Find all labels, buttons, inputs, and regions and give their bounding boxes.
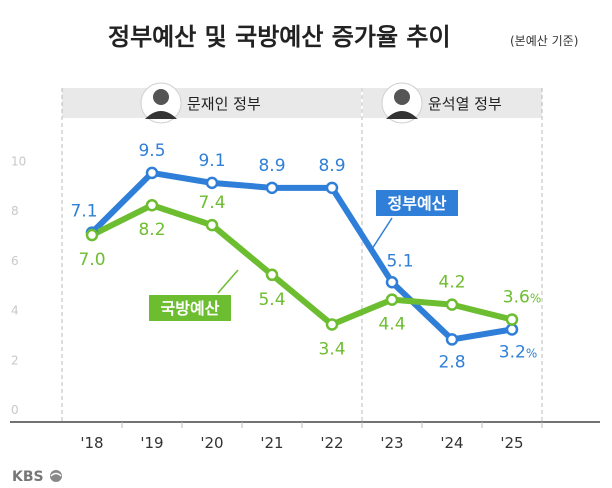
data-label: 4.2 — [438, 273, 465, 293]
y-tick-label: 4 — [11, 304, 19, 318]
x-tick-label: '24 — [440, 434, 463, 452]
data-label: 9.1 — [198, 151, 225, 171]
data-label: 9.5 — [138, 141, 165, 161]
x-tick-label: '21 — [260, 434, 283, 452]
portrait-yoon — [381, 82, 423, 124]
x-tick-label: '25 — [500, 434, 523, 452]
data-label: 7.0 — [78, 250, 105, 270]
data-point — [205, 176, 219, 190]
data-point — [385, 276, 399, 289]
data-point — [265, 181, 279, 195]
data-label: 3.6% — [503, 288, 541, 308]
data-point — [505, 313, 519, 326]
data-point — [385, 293, 399, 306]
y-tick-label: 8 — [11, 204, 19, 218]
period-label-moon: 문재인 정부 — [187, 95, 261, 113]
legend-pointer-def — [217, 269, 239, 294]
data-point — [265, 268, 279, 282]
data-label: 8.9 — [318, 156, 345, 176]
legend-def-box — [149, 295, 231, 321]
x-tick-label: '20 — [200, 434, 223, 452]
legend-gov-label: 정부예산 — [388, 194, 447, 213]
series-line-gov — [89, 169, 515, 343]
legend-def-label: 국방예산 — [161, 299, 220, 318]
data-label: 8.9 — [258, 156, 285, 176]
period-label-yoon: 윤석열 정부 — [428, 95, 502, 113]
data-label: 5.4 — [258, 290, 285, 310]
data-label: 7.1 — [70, 202, 97, 222]
data-point — [445, 298, 459, 311]
chart-subtitle: (본예산 기준) — [510, 34, 578, 48]
x-tick-label: '23 — [380, 434, 403, 452]
portrait-moon — [140, 82, 182, 124]
kbs-logo-text: KBS — [12, 469, 44, 485]
data-point — [85, 228, 99, 242]
data-label: 3.2% — [499, 342, 537, 362]
data-label: 3.4 — [318, 340, 345, 360]
y-tick-label: 0 — [11, 403, 19, 417]
data-point — [205, 218, 219, 232]
legend-pointer-gov — [369, 217, 393, 253]
data-point — [145, 198, 159, 212]
data-point — [325, 318, 339, 331]
x-tick-label: '22 — [320, 434, 343, 452]
data-point — [505, 323, 519, 336]
y-tick-label: 6 — [11, 254, 19, 268]
chart-title: 정부예산 및 국방예산 증가율 추이 — [108, 23, 451, 51]
data-label: 4.4 — [378, 315, 405, 335]
data-label: 8.2 — [138, 220, 165, 240]
x-tick-label: '19 — [140, 434, 163, 452]
kbs-logo-icon — [50, 470, 62, 482]
data-label: 2.8 — [438, 352, 465, 372]
data-label: 7.4 — [198, 193, 225, 213]
data-point — [445, 333, 459, 346]
data-label: 5.1 — [386, 251, 413, 271]
x-tick-label: '18 — [80, 434, 103, 452]
legend-gov-box — [376, 190, 458, 216]
series-line-def — [89, 202, 515, 328]
y-tick-label: 10 — [11, 155, 26, 169]
data-point — [145, 166, 159, 180]
y-tick-label: 2 — [11, 353, 19, 367]
data-point — [325, 181, 339, 195]
